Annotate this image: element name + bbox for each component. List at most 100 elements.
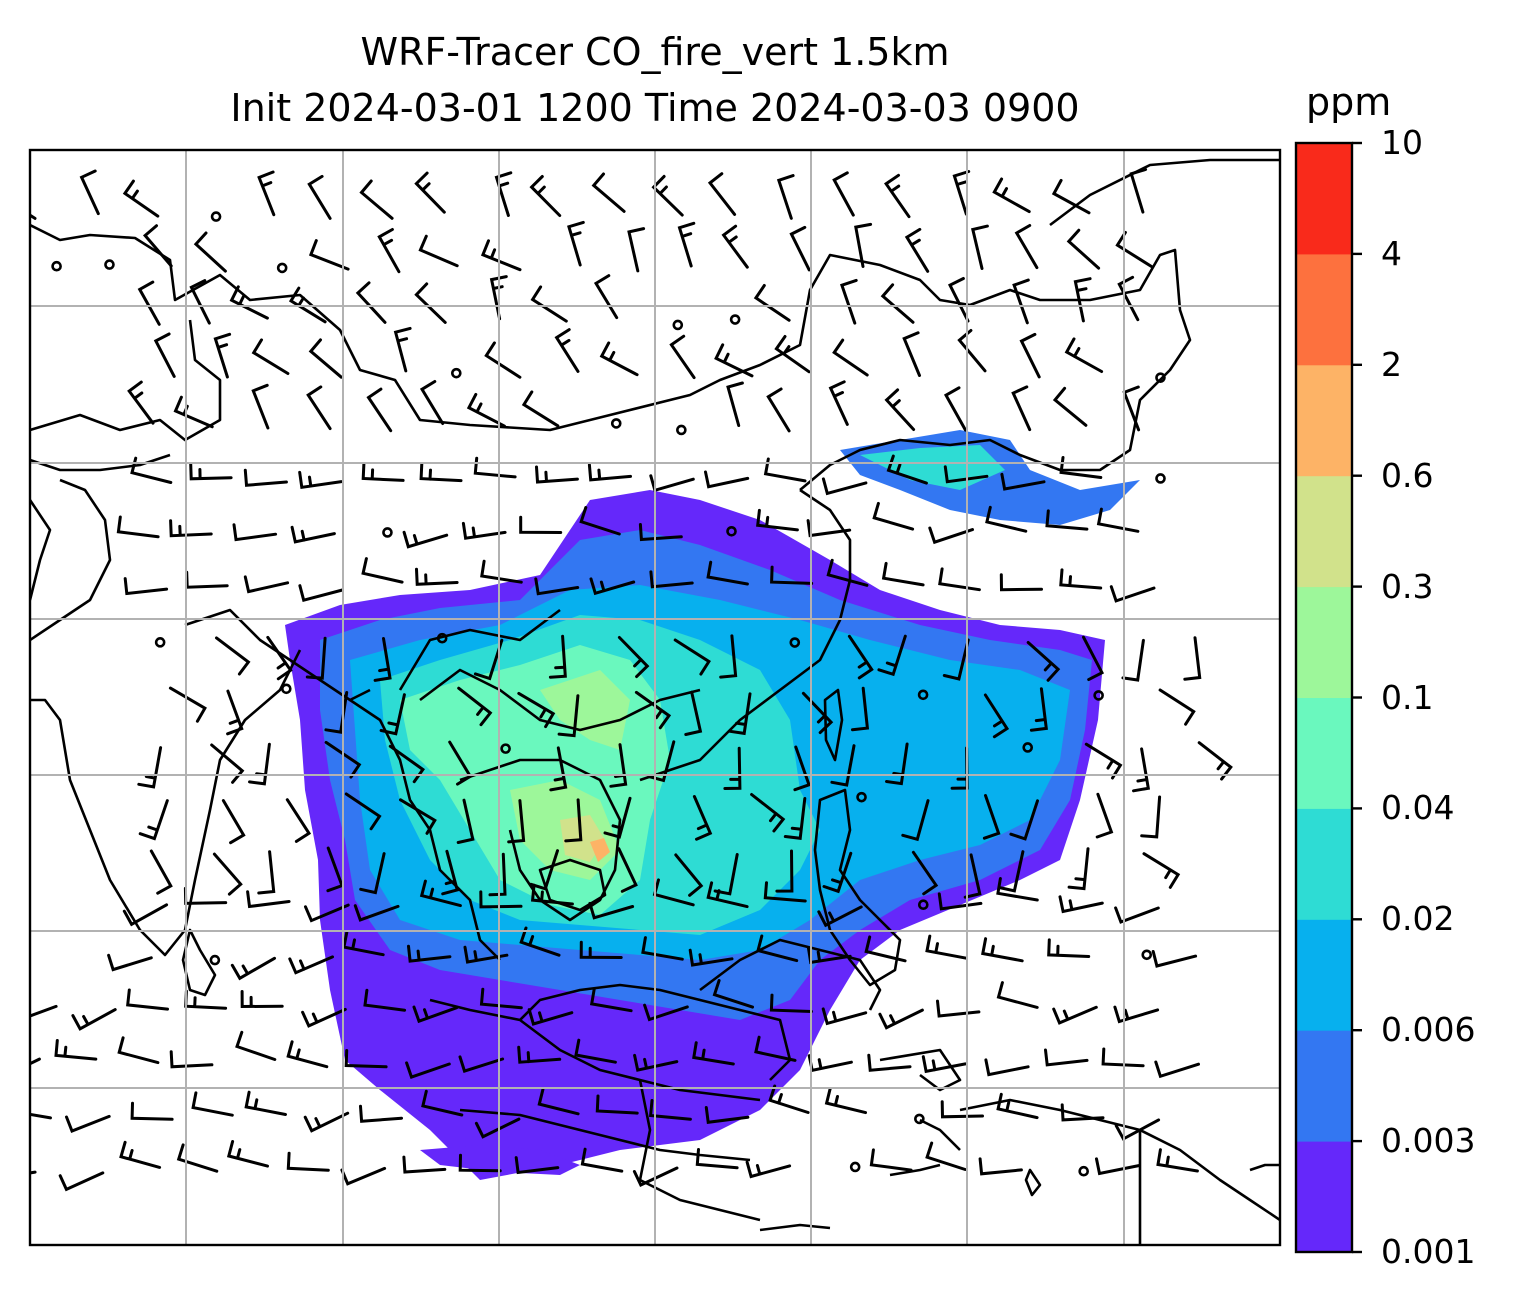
wind-barb (1140, 795, 1162, 839)
wind-barb (107, 953, 153, 972)
wind-barb (229, 285, 269, 320)
wind-barb (763, 881, 807, 903)
wind-barb (414, 171, 446, 214)
wind-barb (617, 636, 650, 679)
wind-barb (981, 937, 1024, 963)
wind-barb (399, 798, 437, 835)
wind-barb (479, 987, 523, 1010)
wind-barb (776, 174, 795, 220)
wind-barb (603, 796, 632, 839)
wind-barb (963, 853, 982, 899)
wind-barb (904, 227, 930, 273)
calm-wind-marker (676, 424, 687, 436)
wind-barb (306, 385, 332, 431)
wind-barb (1029, 687, 1048, 732)
map-gridlines (30, 150, 1280, 1245)
wind-barb (978, 1157, 1023, 1176)
wind-barb (169, 1050, 214, 1069)
wind-barb (721, 224, 749, 269)
colorbar-tick-label: 0.001 (1381, 1232, 1476, 1271)
wind-barb (970, 224, 989, 270)
wind-barb (996, 1092, 1039, 1120)
wind-barb (617, 847, 638, 893)
wind-barb (712, 979, 754, 1009)
wind-barb (529, 849, 559, 891)
colorbar-tick-label: 0.006 (1381, 1010, 1476, 1050)
wind-barb (669, 334, 696, 380)
colorbar-segment (1296, 253, 1352, 366)
wind-barb (359, 1104, 403, 1123)
colorbar-tick-label: 2 (1381, 344, 1402, 384)
wind-barb (466, 392, 506, 428)
wind-barb (519, 515, 563, 534)
wind-barb (529, 175, 562, 217)
wind-barb (589, 577, 636, 596)
wind-barb (1183, 636, 1202, 681)
wind-barb (30, 1004, 58, 1018)
wind-barb (286, 1151, 330, 1172)
wind-barb (246, 890, 291, 909)
wind-barb (928, 526, 974, 545)
wind-barb (983, 693, 1010, 739)
wind-barb (723, 746, 742, 790)
wind-barb (1047, 938, 1091, 958)
wind-barb (537, 1088, 580, 1116)
wind-barb (1011, 385, 1032, 432)
calm-wind-marker (849, 1161, 861, 1173)
wind-barb (402, 530, 449, 549)
wind-barb (942, 638, 970, 681)
map-title-line2: Init 2024-03-01 1200 Time 2024-03-03 090… (230, 86, 1080, 130)
wind-barb (627, 227, 646, 273)
wind-barb (123, 577, 169, 596)
wind-barb (1115, 230, 1153, 268)
wind-barb (1121, 638, 1145, 682)
colorbar-segment (1296, 1030, 1352, 1142)
wind-barb (881, 561, 925, 587)
wind-barb (189, 279, 211, 325)
colorbar-segment (1296, 143, 1352, 255)
wind-barb (830, 744, 856, 787)
wind-barb (230, 956, 276, 981)
wind-barb (641, 936, 684, 961)
wind-barb (240, 990, 284, 1009)
wind-barb (1026, 641, 1061, 682)
colorbar-segment (1296, 475, 1352, 588)
colorbar-tick-label: 0.1 (1381, 677, 1434, 717)
wind-barb (884, 173, 911, 219)
wind-barb (704, 1106, 750, 1124)
wind-barb (130, 1101, 174, 1121)
wind-barb (756, 508, 799, 532)
wind-barb (684, 690, 703, 736)
wind-barb (169, 519, 213, 538)
wind-barb (138, 799, 169, 841)
wind-barb (1045, 509, 1089, 531)
wind-barb (361, 557, 404, 584)
wind-barb (185, 570, 229, 589)
wind-barb (998, 850, 1025, 893)
wind-barb (405, 1061, 451, 1080)
wind-barb (244, 1090, 287, 1116)
wind-barb (457, 686, 493, 727)
coastlines (30, 158, 1280, 1245)
wind-barb (377, 228, 401, 274)
wind-barb (754, 1035, 797, 1062)
wind-barb (298, 584, 344, 603)
calm-wind-marker (1155, 473, 1166, 484)
wind-barb (1122, 385, 1141, 432)
wind-barb (1096, 507, 1140, 533)
calm-wind-marker (1078, 1165, 1089, 1177)
wind-barb (867, 1053, 912, 1072)
wind-barb (142, 224, 173, 268)
wind-barb (673, 638, 711, 676)
wind-barb (567, 220, 585, 267)
wind-barb (750, 793, 786, 833)
wind-barb (647, 740, 676, 783)
wind-barb (854, 222, 873, 268)
wind-barb (549, 746, 568, 792)
calm-wind-marker (729, 314, 741, 325)
wind-barb (366, 387, 393, 433)
wind-barb (116, 515, 160, 539)
wind-barb (527, 1008, 574, 1026)
wind-barb (985, 505, 1028, 533)
wind-barb (212, 852, 243, 896)
